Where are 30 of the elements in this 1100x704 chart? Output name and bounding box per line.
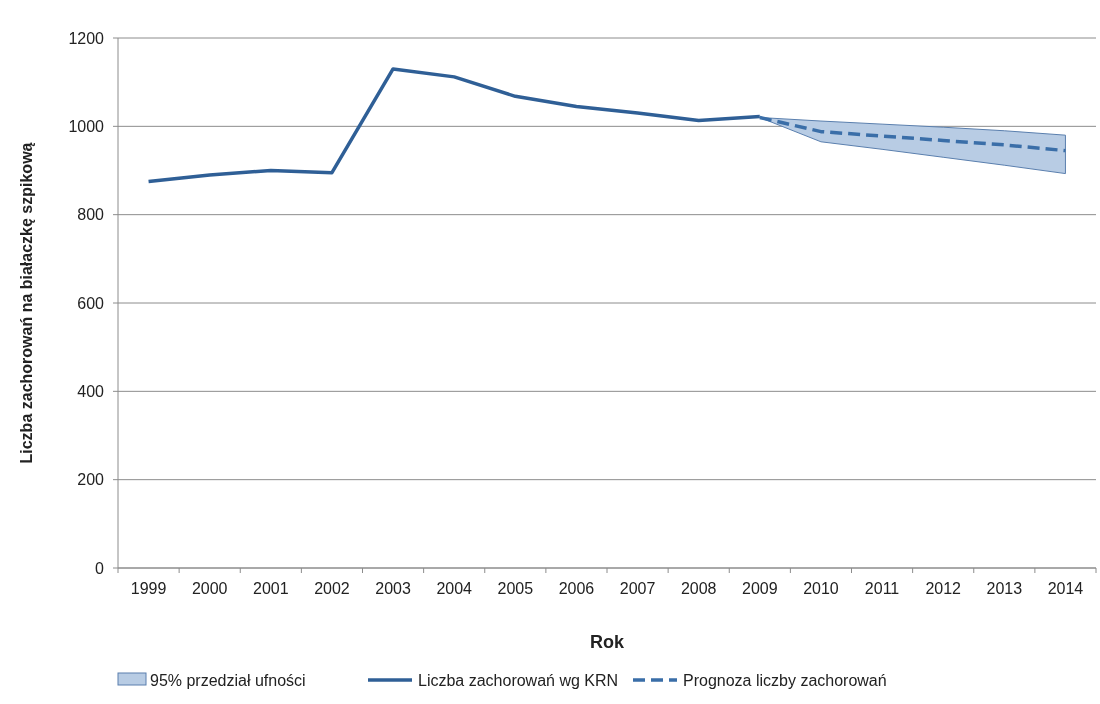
x-tick-label: 2006 bbox=[558, 580, 595, 597]
x-tick-label: 2002 bbox=[314, 580, 350, 597]
x-tick-label: 2007 bbox=[619, 580, 656, 597]
y-tick-label: 1200 bbox=[68, 29, 105, 47]
line-series bbox=[758, 115, 1068, 153]
x-tick-label: 2005 bbox=[497, 580, 534, 597]
x-tick-label: 2008 bbox=[680, 580, 717, 597]
text: 95% przedział ufności bbox=[150, 671, 306, 689]
y-tick-label: 200 bbox=[77, 471, 105, 489]
y-tick-label: 800 bbox=[77, 206, 105, 224]
y-tick-label: 0 bbox=[95, 559, 105, 577]
x-tick-label: 2014 bbox=[1047, 580, 1084, 597]
x-tick-label: 1999 bbox=[130, 580, 167, 597]
y-tick-label: 600 bbox=[77, 294, 105, 312]
x-tick-label: 2000 bbox=[191, 580, 228, 597]
x-tick-label: 2004 bbox=[436, 580, 473, 597]
legend-label: Liczba zachorowań wg KRN bbox=[418, 671, 619, 689]
x-axis-title: Rok bbox=[589, 632, 625, 652]
legend-label: Prognoza liczby zachorowań bbox=[683, 671, 887, 689]
x-tick-label: 2012 bbox=[925, 580, 962, 597]
y-axis-title: Liczba zachorowań na białaczkę szpikową bbox=[18, 142, 35, 464]
y-tick-label: 1000 bbox=[68, 117, 105, 135]
x-tick-label: 2013 bbox=[986, 580, 1023, 597]
y-tick-label: 400 bbox=[77, 382, 105, 400]
x-tick-label: 2010 bbox=[803, 580, 839, 597]
x-tick-label: 2003 bbox=[375, 580, 411, 597]
line-series bbox=[146, 67, 762, 184]
x-tick-label: 2001 bbox=[253, 580, 289, 597]
x-tick-label: 2011 bbox=[864, 580, 900, 597]
x-tick-label: 2009 bbox=[742, 580, 778, 597]
